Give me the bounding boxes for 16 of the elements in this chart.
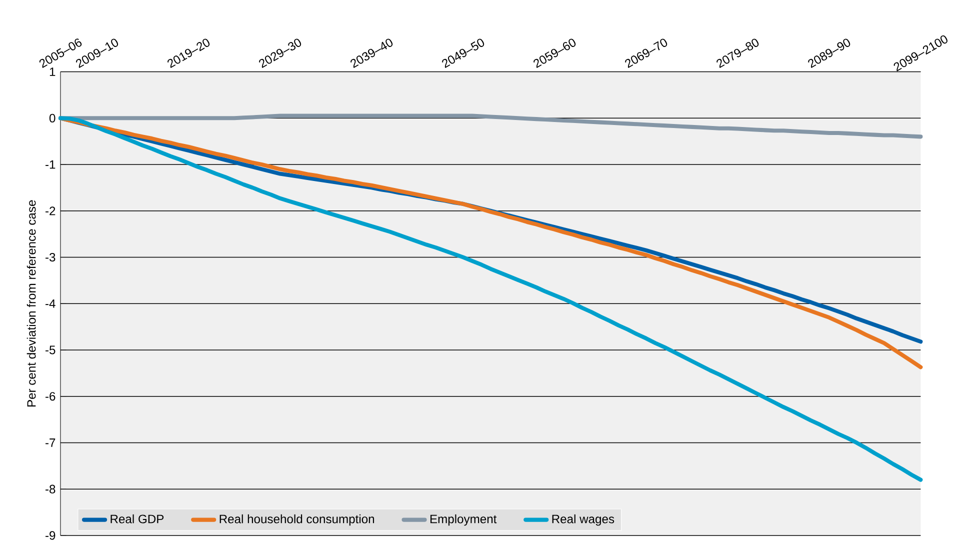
legend-label: Real wages — [552, 514, 614, 526]
y-tick-label: -2 — [46, 206, 56, 215]
y-tick-label: -3 — [46, 252, 56, 262]
y-axis-title: Per cent deviation from reference case — [26, 200, 36, 406]
y-tick-label: -9 — [46, 531, 56, 540]
y-tick-label: 0 — [49, 114, 56, 122]
y-tick-label: -6 — [46, 392, 56, 401]
y-tick-label: -4 — [46, 299, 56, 308]
legend-label: Real household consumption — [220, 514, 374, 526]
y-tick-label: -1 — [46, 160, 56, 169]
y-tick-label: -5 — [46, 346, 56, 354]
legend-label: Real GDP — [110, 514, 164, 524]
y-tick-label: 1 — [50, 67, 56, 76]
legend-label: Employment — [430, 514, 497, 526]
y-tick-label: -8 — [46, 484, 56, 494]
y-tick-label: -7 — [46, 438, 56, 447]
